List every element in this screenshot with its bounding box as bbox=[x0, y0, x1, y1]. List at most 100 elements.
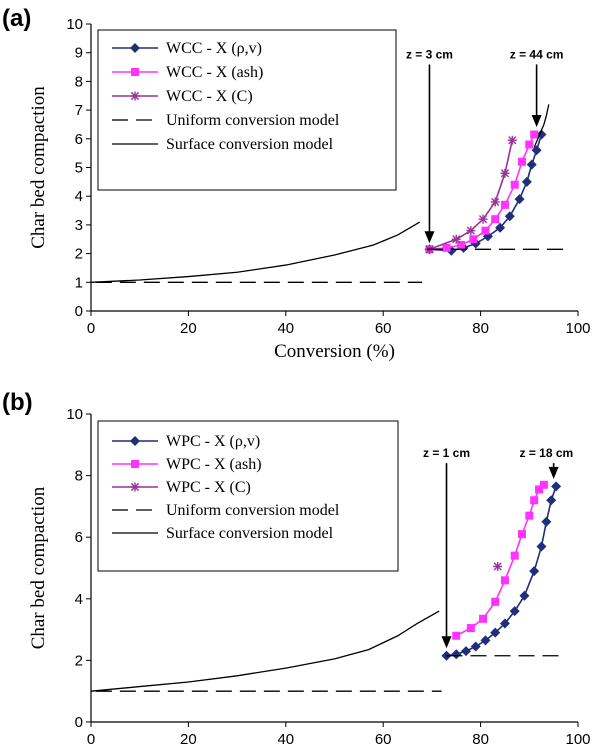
annotation-arrowhead bbox=[441, 636, 452, 649]
series-line bbox=[455, 484, 545, 637]
x-tick-label: 40 bbox=[277, 731, 294, 748]
series-4 bbox=[95, 248, 564, 283]
legend-entry: WCC - X (C) bbox=[112, 88, 253, 105]
data-point bbox=[479, 614, 488, 623]
series-2 bbox=[452, 480, 548, 640]
x-tick-label: 0 bbox=[87, 731, 95, 748]
y-tick-label: 10 bbox=[66, 16, 83, 33]
data-point bbox=[535, 485, 544, 494]
series-3 bbox=[424, 135, 517, 254]
legend-label: WCC - X (C) bbox=[166, 88, 253, 105]
x-axis-title: Conversion (%) bbox=[274, 341, 395, 362]
legend-label: WCC - X (ash) bbox=[166, 64, 263, 81]
x-tick-label: 40 bbox=[277, 320, 294, 337]
data-point bbox=[531, 145, 542, 156]
series-5 bbox=[90, 610, 440, 692]
x-tick-label: 60 bbox=[375, 731, 392, 748]
data-point bbox=[442, 243, 451, 252]
annotation-label: z = 18 cm bbox=[519, 446, 573, 460]
series-line bbox=[533, 104, 550, 148]
panel-label: (a) bbox=[2, 5, 31, 32]
data-point bbox=[451, 649, 462, 660]
annotation: z = 18 cm bbox=[519, 446, 573, 479]
data-point bbox=[500, 168, 510, 178]
legend-swatch-marker bbox=[130, 482, 140, 492]
data-point bbox=[495, 222, 506, 233]
series-2 bbox=[425, 130, 539, 254]
y-tick-label: 2 bbox=[75, 652, 83, 669]
x-tick-label: 20 bbox=[180, 320, 197, 337]
chart-panel-a: (a) 0 1 2 3 4 5 6 7 8 9 10 0 20 40 60 80 100 Conversion (%… bbox=[2, 5, 591, 362]
legend-swatch-marker bbox=[131, 68, 139, 76]
legend-label: WCC - X (ρ,v) bbox=[166, 40, 262, 57]
data-point bbox=[466, 624, 475, 633]
chart-svg-b: (b)0246810020406080100Conversion (%)Char… bbox=[2, 389, 591, 754]
y-tick-label: 9 bbox=[75, 45, 83, 62]
data-point bbox=[469, 235, 478, 244]
data-point bbox=[478, 214, 488, 224]
legend-swatch-marker bbox=[130, 91, 140, 101]
y-tick-label: 4 bbox=[75, 188, 83, 205]
legend-label: Uniform conversion model bbox=[166, 502, 340, 519]
data-point bbox=[521, 176, 532, 187]
x-tick-label: 0 bbox=[87, 320, 95, 337]
legend-entry: WCC - X (ash) bbox=[112, 64, 263, 81]
legend-entry: Uniform conversion model bbox=[112, 112, 340, 129]
series-line bbox=[446, 486, 557, 657]
annotation: z = 3 cm bbox=[406, 47, 453, 244]
annotation-label: z = 44 cm bbox=[510, 47, 564, 61]
data-point bbox=[510, 180, 519, 189]
data-point bbox=[460, 646, 471, 657]
legend-entry: WPC - X (C) bbox=[112, 479, 251, 496]
legend-swatch-marker bbox=[130, 43, 140, 53]
data-point bbox=[526, 159, 537, 170]
x-tick-label: 60 bbox=[375, 320, 392, 337]
legend-entry: Surface conversion model bbox=[112, 136, 334, 153]
legend-box bbox=[97, 29, 397, 191]
legend-label: Surface conversion model bbox=[166, 136, 334, 153]
legend-label: Uniform conversion model bbox=[166, 112, 340, 129]
panel-label: (b) bbox=[2, 389, 33, 416]
x-tick-label: 100 bbox=[565, 320, 590, 337]
data-point bbox=[525, 140, 534, 149]
chart-panel-b: (b)0246810020406080100Conversion (%)Char… bbox=[0, 377, 603, 754]
data-point bbox=[529, 566, 540, 577]
data-point bbox=[490, 197, 500, 207]
legend-swatch-marker bbox=[131, 460, 139, 468]
data-point bbox=[551, 481, 562, 492]
x-tick-label: 100 bbox=[565, 731, 590, 748]
data-point bbox=[507, 135, 517, 145]
data-point bbox=[541, 516, 552, 527]
legend-entry: Uniform conversion model bbox=[112, 502, 340, 519]
series-4 bbox=[95, 655, 564, 692]
data-point bbox=[491, 597, 500, 606]
data-point bbox=[539, 480, 548, 489]
annotation-label: z = 1 cm bbox=[423, 446, 470, 460]
y-tick-label: 10 bbox=[66, 406, 83, 423]
data-point bbox=[500, 576, 509, 585]
y-tick-label: 0 bbox=[75, 714, 83, 731]
series-line bbox=[90, 610, 440, 692]
legend-entry: WCC - X (ρ,v) bbox=[112, 40, 262, 57]
legend-label: WPC - X (C) bbox=[166, 479, 251, 496]
y-tick-label: 3 bbox=[75, 217, 83, 234]
series-1 bbox=[441, 481, 562, 661]
annotation: z = 1 cm bbox=[423, 446, 470, 649]
legend: WPC - X (ρ,v) WPC - X (ash) WPC - X (C) Uni… bbox=[97, 420, 399, 572]
data-point bbox=[451, 234, 461, 244]
y-tick-label: 1 bbox=[75, 274, 83, 291]
data-point bbox=[517, 530, 526, 539]
annotation-arrowhead bbox=[531, 115, 542, 128]
data-point bbox=[481, 226, 490, 235]
series-1 bbox=[424, 129, 547, 256]
legend-label: WPC - X (ash) bbox=[166, 456, 262, 473]
data-point bbox=[525, 511, 534, 520]
data-point bbox=[510, 551, 519, 560]
data-point bbox=[530, 130, 539, 139]
legend: WCC - X (ρ,v) WCC - X (ash) WCC - X (C) Uni… bbox=[97, 29, 397, 191]
series-5 bbox=[90, 104, 550, 283]
legend-entry: Surface conversion model bbox=[112, 525, 334, 542]
data-point bbox=[500, 200, 509, 209]
data-point bbox=[493, 561, 503, 571]
y-axis-title: Char bed compaction bbox=[28, 486, 49, 649]
